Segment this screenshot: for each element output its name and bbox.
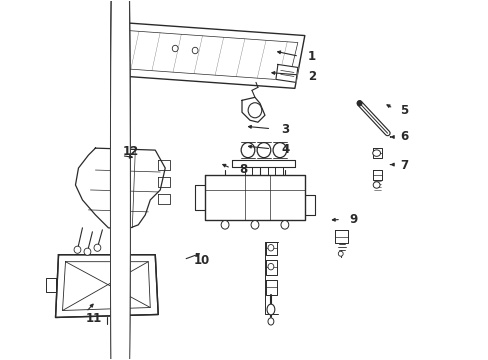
Ellipse shape: [110, 0, 130, 360]
Text: 9: 9: [348, 213, 357, 226]
Ellipse shape: [221, 221, 228, 229]
Ellipse shape: [357, 100, 362, 106]
Polygon shape: [242, 97, 264, 122]
Ellipse shape: [247, 103, 261, 118]
Polygon shape: [75, 148, 165, 230]
Polygon shape: [275, 64, 297, 82]
Ellipse shape: [281, 221, 288, 229]
Text: 4: 4: [281, 143, 289, 156]
Text: 7: 7: [400, 159, 408, 172]
Ellipse shape: [192, 47, 198, 54]
Text: 3: 3: [281, 123, 288, 136]
Polygon shape: [112, 23, 304, 88]
Text: 6: 6: [400, 130, 408, 144]
Text: 12: 12: [122, 145, 139, 158]
Polygon shape: [56, 255, 158, 318]
Text: 5: 5: [400, 104, 408, 117]
Ellipse shape: [272, 143, 286, 158]
Ellipse shape: [241, 143, 254, 158]
Ellipse shape: [372, 150, 380, 156]
Ellipse shape: [250, 221, 258, 229]
Ellipse shape: [267, 244, 273, 251]
Text: 1: 1: [307, 50, 315, 63]
Ellipse shape: [74, 246, 81, 253]
Text: 8: 8: [239, 163, 247, 176]
Text: 10: 10: [193, 254, 209, 267]
Ellipse shape: [110, 0, 130, 360]
Ellipse shape: [266, 304, 274, 315]
Text: 2: 2: [307, 69, 315, 82]
Ellipse shape: [84, 248, 91, 255]
Ellipse shape: [267, 264, 273, 270]
Ellipse shape: [372, 182, 379, 188]
Ellipse shape: [172, 45, 178, 52]
Ellipse shape: [110, 0, 130, 360]
Ellipse shape: [267, 318, 273, 325]
Text: 11: 11: [86, 311, 102, 325]
Ellipse shape: [257, 143, 270, 158]
Ellipse shape: [94, 244, 101, 251]
Ellipse shape: [338, 251, 343, 256]
